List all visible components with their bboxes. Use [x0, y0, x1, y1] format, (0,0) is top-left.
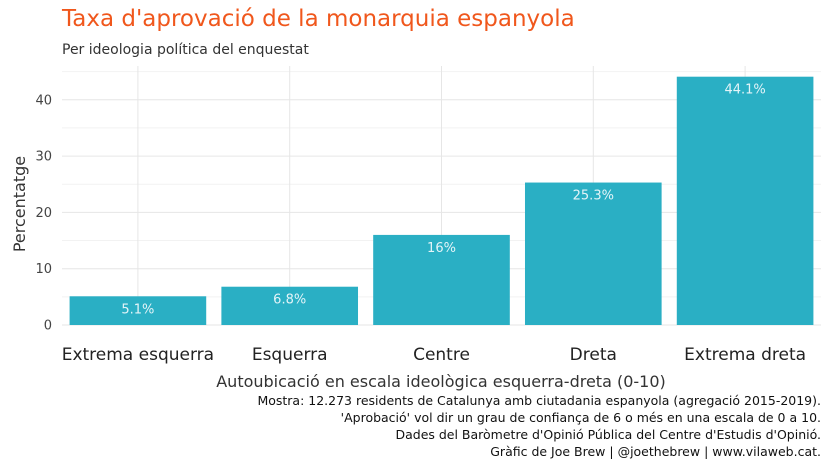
- y-tick-label: 10: [35, 262, 52, 277]
- y-tick-label: 40: [35, 93, 52, 108]
- y-tick-label: 20: [35, 206, 52, 221]
- bars: [69, 76, 814, 326]
- bar-value-label: 5.1%: [121, 302, 154, 317]
- x-axis-title: Autoubicació en escala ideològica esquer…: [216, 372, 666, 391]
- caption: Mostra: 12.273 residents de Catalunya am…: [257, 392, 821, 460]
- caption-line-definition: 'Aprobació' vol dir un grau de confiança…: [340, 410, 821, 425]
- x-tick-label: Dreta: [570, 345, 617, 365]
- x-tick-label: Extrema esquerra: [62, 345, 214, 365]
- caption-line-credit: Gràfic de Joe Brew | @joethebrew | www.v…: [490, 444, 821, 459]
- x-tick-label: Esquerra: [252, 345, 328, 365]
- chart-title: Taxa d'aprovació de la monarquia espanyo…: [62, 6, 575, 32]
- bar-value-label: 6.8%: [273, 293, 306, 308]
- y-tick-label: 0: [44, 319, 52, 334]
- x-tick-label: Centre: [413, 345, 470, 365]
- y-axis-title: Percentatge: [10, 156, 29, 252]
- bar-value-label: 44.1%: [724, 83, 765, 98]
- chart-subtitle: Per ideologia política del enquestat: [62, 42, 309, 58]
- y-axis-ticks: 0 10 20 30 40: [35, 93, 52, 333]
- bar-value-label: 16%: [427, 241, 456, 256]
- caption-line-sample: Mostra: 12.273 residents de Catalunya am…: [257, 393, 821, 408]
- bar-chart: 5.1% 6.8% 16% 25.3% 44.1% 0 10 20 30 40 Extrema …: [10, 66, 821, 391]
- caption-line-source: Dades del Baròmetre d'Opinió Pública del…: [395, 427, 821, 442]
- y-tick-label: 30: [35, 150, 52, 165]
- bar: [676, 76, 814, 326]
- bar: [221, 286, 359, 325]
- bar: [69, 296, 207, 325]
- x-tick-label: Extrema dreta: [684, 345, 806, 365]
- x-axis-ticks: Extrema esquerra Esquerra Centre Dreta Extre…: [62, 345, 806, 365]
- bar: [373, 234, 510, 325]
- bar: [524, 182, 662, 325]
- bar-labels: 5.1% 6.8% 16% 25.3% 44.1%: [121, 83, 765, 318]
- bar-value-label: 25.3%: [573, 189, 614, 204]
